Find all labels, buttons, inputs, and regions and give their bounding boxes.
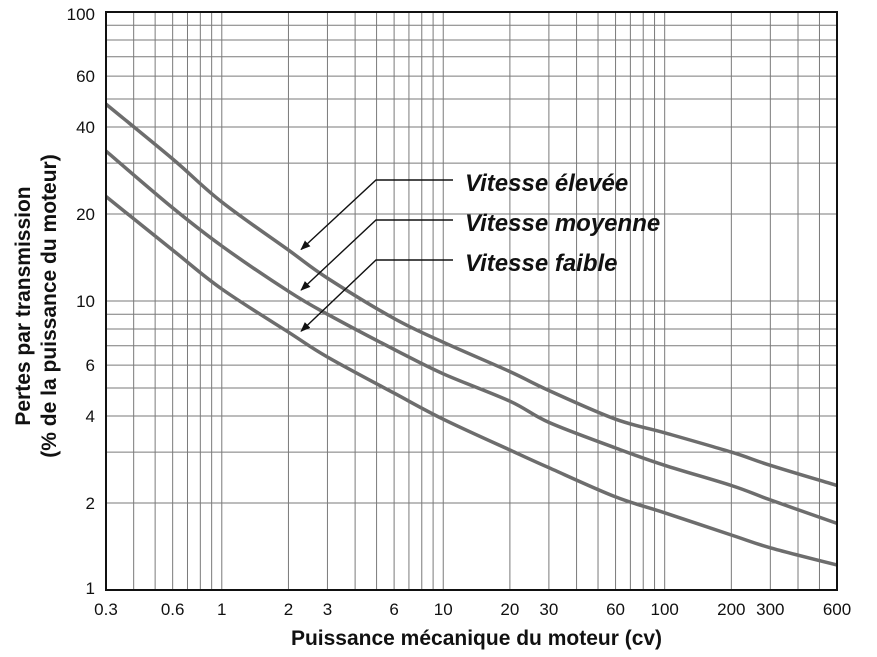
y-tick-label: 1 — [86, 579, 95, 598]
grid — [106, 12, 837, 590]
y-tick-label: 2 — [86, 494, 95, 513]
series-line-medium — [104, 149, 838, 526]
x-tick-label: 100 — [650, 600, 678, 619]
y-tick-label: 10 — [76, 292, 95, 311]
x-tick-label: 6 — [389, 600, 398, 619]
x-tick-label: 0.3 — [94, 600, 118, 619]
series-label: Vitesse élevée — [465, 170, 628, 197]
y-axis-title-line2: (% de la puissance du moteur) — [38, 154, 61, 457]
x-tick-label: 60 — [606, 600, 625, 619]
x-tick-label: 600 — [823, 600, 851, 619]
y-tick-label: 6 — [86, 356, 95, 375]
x-tick-label: 30 — [539, 600, 558, 619]
y-tick-label: 100 — [67, 5, 95, 24]
y-tick-label: 20 — [76, 205, 95, 224]
y-tick-label: 60 — [76, 67, 95, 86]
x-tick-label: 3 — [323, 600, 332, 619]
y-axis-title-line1: Pertes par transmission — [12, 186, 35, 425]
annotation-arrow — [300, 259, 453, 332]
series-label: Vitesse moyenne — [465, 210, 660, 237]
x-tick-label: 10 — [434, 600, 453, 619]
x-tick-label: 300 — [756, 600, 784, 619]
y-tick-label: 4 — [86, 407, 95, 426]
x-tick-labels: 0.3 0.6 1 2 3 6 10 20 30 60 100 200 300 600 — [94, 600, 851, 619]
curves — [104, 102, 838, 567]
x-tick-label: 200 — [717, 600, 745, 619]
x-tick-label: 0.6 — [161, 600, 185, 619]
plot-frame — [105, 11, 838, 591]
annotation-arrow — [300, 219, 453, 291]
annotations: Vitesse élevée Vitesse moyenne Vitesse fai… — [300, 170, 660, 332]
y-tick-label: 40 — [76, 118, 95, 137]
x-axis-title: Puissance mécanique du moteur (cv) — [291, 627, 662, 650]
series-line-high — [104, 102, 838, 488]
series-label: Vitesse faible — [465, 250, 618, 277]
series-line-low — [104, 195, 838, 567]
annotation-arrow — [300, 179, 453, 251]
y-tick-labels: 1 2 4 6 10 20 40 60 100 — [67, 5, 95, 598]
x-tick-label: 20 — [500, 600, 519, 619]
x-tick-label: 2 — [284, 600, 293, 619]
x-tick-label: 1 — [217, 600, 226, 619]
